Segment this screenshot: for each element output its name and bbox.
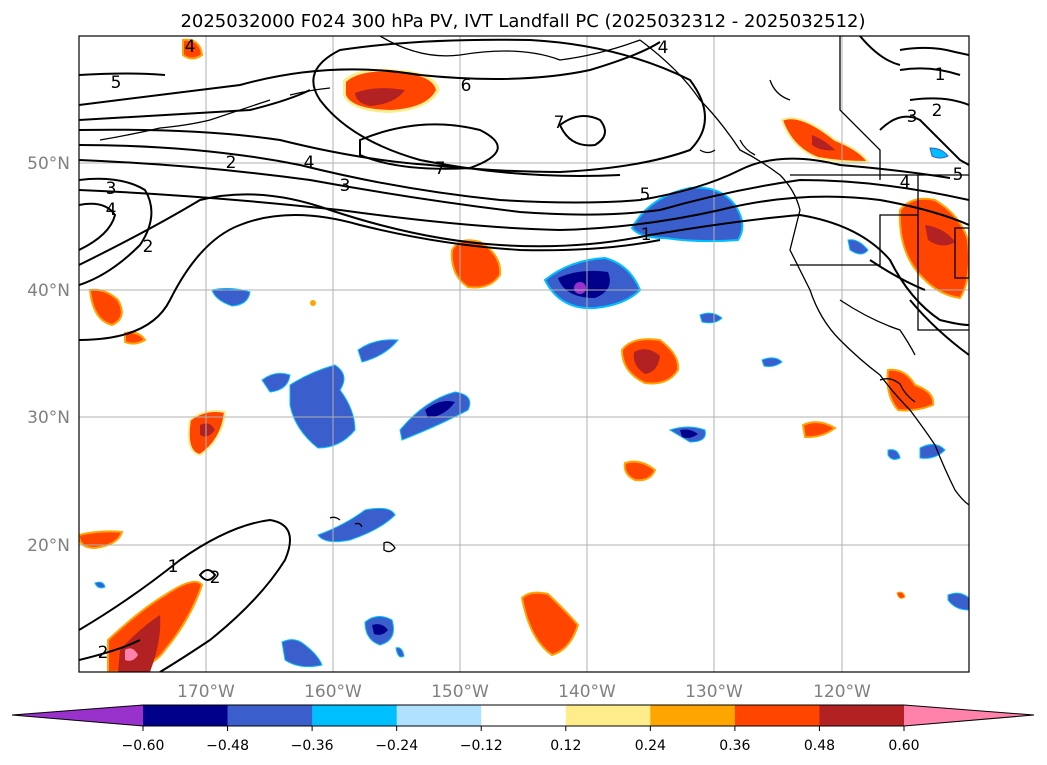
contour-label: 1 (641, 225, 652, 245)
lon-tick-label: 170°W (177, 682, 235, 702)
lon-tick-label: 160°W (304, 682, 362, 702)
lon-tick-label: 150°W (431, 682, 489, 702)
colorbar-tick-label: 0.48 (804, 738, 835, 754)
contour-label: 4 (106, 200, 117, 220)
lat-tick-label: 30°N (27, 408, 70, 428)
colorbar-tick-label: 0.12 (550, 738, 581, 754)
contour-label: 2 (210, 568, 221, 588)
lat-tick-label: 50°N (27, 154, 70, 174)
contour-label: 4 (900, 173, 911, 193)
contour-label: 1 (168, 557, 179, 577)
colorbar-extend-high (904, 705, 1034, 726)
contour-label: 3 (340, 176, 351, 196)
colorbar-segment (143, 705, 229, 726)
map-plot-area: 5 6 7 7 2 4 3 3 4 2 5 1 4 1 3 2 1 2 2 4 … (79, 36, 969, 672)
colorbar-tick-label: 0.60 (888, 738, 919, 754)
colorbar-tick-label: −0.60 (122, 738, 165, 754)
colorbar-segment (481, 705, 567, 726)
colorbar-tick-label: −0.24 (375, 738, 418, 754)
colorbar-tick-label: −0.36 (291, 738, 334, 754)
contour-label: 4 (658, 38, 669, 58)
lon-tick-label: 130°W (685, 682, 743, 702)
colorbar-tick-label: 0.36 (719, 738, 750, 754)
contour-label: 2 (932, 101, 943, 121)
contour-label: 5 (111, 73, 122, 93)
contour-labels: 5 6 7 7 2 4 3 3 4 2 5 1 4 1 3 2 1 2 2 4 … (98, 37, 964, 663)
colorbar-segment (227, 705, 313, 726)
contour-label: 1 (935, 65, 946, 85)
contour-label: 4 (185, 37, 196, 57)
contour-label: 3 (106, 179, 117, 199)
colorbar-segment (312, 705, 398, 726)
colorbar-segment (565, 705, 651, 726)
contour-label: 7 (554, 113, 565, 133)
contour-label: 3 (907, 107, 918, 127)
ivt-contours (79, 36, 969, 672)
contour-label: 2 (98, 643, 109, 663)
colorbar: −0.60 −0.48 −0.36 −0.24 −0.12 0.12 0.24 0.36 0.4… (11, 704, 1035, 754)
lat-tick-label: 40°N (27, 281, 70, 301)
contour-label: 2 (143, 237, 154, 257)
contour-label: 6 (461, 76, 472, 96)
colorbar-extend-low (12, 705, 143, 726)
colorbar-tick-label: −0.12 (460, 738, 503, 754)
colorbar-segment (396, 705, 482, 726)
colorbar-segment (819, 705, 905, 726)
contour-label: 5 (953, 165, 964, 185)
pv-shading (79, 38, 969, 672)
contour-label: 5 (640, 185, 651, 205)
colorbar-tick-label: 0.24 (635, 738, 666, 754)
gridlines (79, 36, 969, 672)
lon-axis-labels: 170°W 160°W 150°W 140°W 130°W 120°W (177, 682, 871, 702)
colorbar-tick-label: −0.48 (206, 738, 249, 754)
contour-label: 7 (435, 159, 446, 179)
lat-tick-label: 20°N (27, 536, 70, 556)
lon-tick-label: 120°W (813, 682, 871, 702)
colorbar-segment (734, 705, 820, 726)
lat-axis-labels: 50°N 40°N 30°N 20°N (27, 154, 70, 556)
figure-title: 2025032000 F024 300 hPa PV, IVT Landfall… (180, 11, 865, 32)
plot-frame (78, 35, 970, 673)
contour-label: 2 (226, 153, 237, 173)
contour-label: 4 (304, 153, 315, 173)
colorbar-segment (650, 705, 736, 726)
lon-tick-label: 140°W (558, 682, 616, 702)
